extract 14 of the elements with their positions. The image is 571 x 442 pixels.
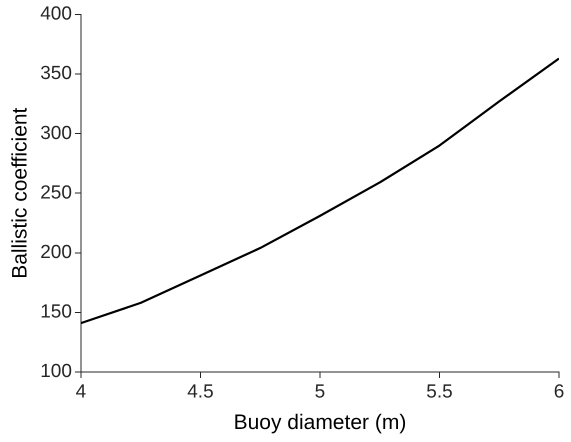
y-tick-label: 250 <box>40 182 72 204</box>
y-tick-label: 300 <box>40 122 72 144</box>
x-axis-title: Buoy diameter (m) <box>234 411 406 434</box>
x-tick-label: 5 <box>314 382 326 403</box>
y-tick-label: 350 <box>40 63 72 84</box>
y-tick-label: 200 <box>40 242 72 264</box>
x-tick-label: 6 <box>554 382 564 403</box>
x-tick-label: 4 <box>76 382 87 403</box>
x-tick-label: 4.5 <box>187 382 214 403</box>
x-tick-label: 5.5 <box>426 382 453 403</box>
y-axis-title: Ballistic coefficient <box>8 107 32 279</box>
y-tick-label: 400 <box>40 4 72 25</box>
y-tick-label: 150 <box>40 302 72 323</box>
y-tick-label: 100 <box>40 361 72 382</box>
